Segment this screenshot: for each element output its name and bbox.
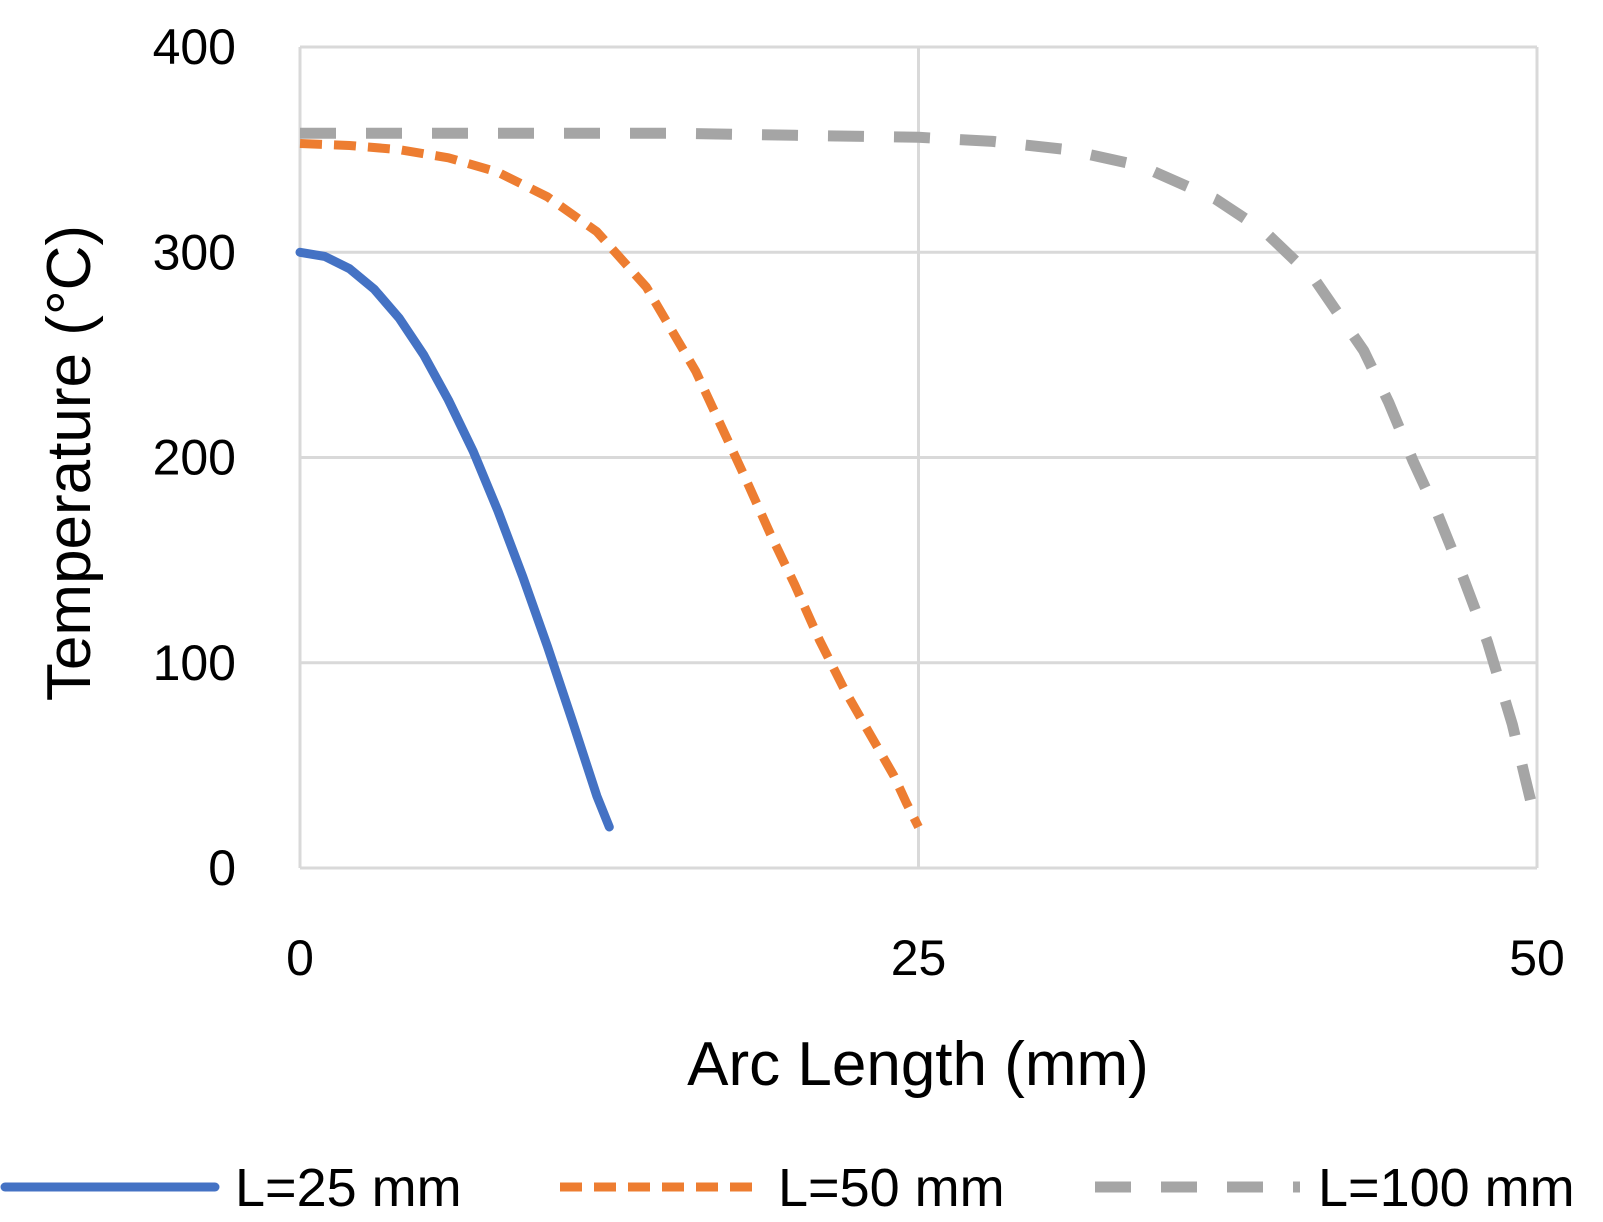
y-tick-label: 400 <box>153 19 236 75</box>
gridlines <box>298 45 1539 870</box>
x-tick-label: 50 <box>1509 930 1565 986</box>
legend-item: L=50 mm <box>560 1158 1005 1218</box>
series-line-2 <box>299 139 923 830</box>
y-tick-labels: 0 100 200 300 400 <box>153 19 236 896</box>
series-lines <box>295 127 1543 832</box>
x-tick-label: 0 <box>286 930 314 986</box>
legend-label: L=25 mm <box>235 1158 462 1218</box>
series-line-1 <box>295 247 614 832</box>
legend-label: L=50 mm <box>778 1158 1005 1218</box>
y-tick-label: 0 <box>208 840 236 896</box>
y-axis-title: Temperature (°C) <box>35 225 104 701</box>
y-tick-label: 200 <box>153 430 236 486</box>
series-line-3 <box>300 127 1543 829</box>
legend: L=25 mm L=50 mm L=100 mm <box>0 1158 1575 1218</box>
legend-label: L=100 mm <box>1318 1158 1575 1218</box>
x-tick-label: 25 <box>891 930 947 986</box>
x-tick-labels: 0 25 50 <box>286 930 1565 986</box>
legend-item: L=25 mm <box>0 1158 462 1218</box>
y-tick-label: 100 <box>153 635 236 691</box>
x-axis-title: Arc Length (mm) <box>687 1030 1149 1099</box>
y-tick-label: 300 <box>153 224 236 280</box>
legend-item: L=100 mm <box>1095 1158 1575 1218</box>
